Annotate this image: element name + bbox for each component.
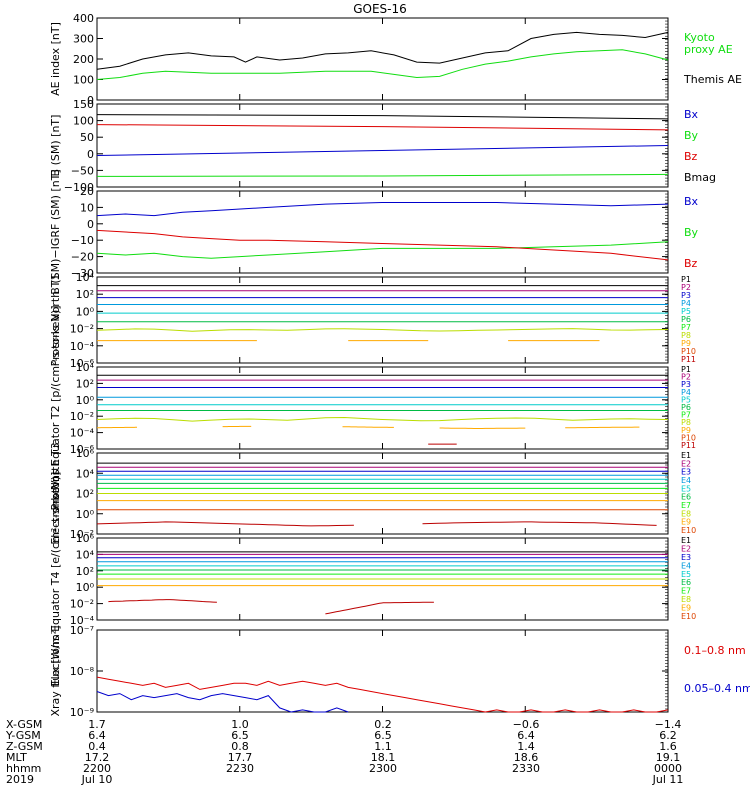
x-value: Jul 10 (81, 773, 113, 786)
y-tick-label: 20 (80, 185, 94, 198)
y-tick-label: 10² (76, 488, 94, 501)
y-tick-label: 10⁻⁴ (70, 427, 95, 440)
legend-themis-ae: Themis AE (683, 73, 742, 86)
y-tick-label: 10⁻² (70, 598, 94, 611)
legend-0-1-0-8-nm: 0.1–0.8 nm (684, 644, 746, 657)
series-bz (97, 125, 668, 130)
y-tick-label: −10 (71, 234, 94, 247)
series-e11 (423, 522, 657, 526)
y-axis-label: B (SM) [nT] (49, 115, 62, 177)
y-tick-label: −20 (71, 251, 94, 264)
y-tick-label: 10⁻² (70, 323, 94, 336)
legend-p11: P11 (681, 355, 696, 364)
series-e11 (97, 522, 354, 526)
y-tick-label: 10⁴ (76, 271, 95, 284)
panel-frame (97, 191, 668, 273)
series-p8 (343, 427, 394, 428)
series-p8 (440, 428, 526, 429)
series-kyoto-proxy-ae (97, 50, 668, 80)
legend-p11: P11 (681, 441, 696, 450)
row-label-2019: 2019 (6, 773, 34, 786)
y-tick-label: 10⁶ (76, 447, 95, 460)
legend-by: By (684, 226, 699, 239)
x-value: 2300 (369, 762, 397, 775)
x-value: 2230 (226, 762, 254, 775)
y-tick-label: 300 (73, 33, 94, 46)
panel-frame (97, 18, 668, 100)
y-tick-label: 0 (87, 218, 94, 231)
series-e10 (325, 602, 434, 614)
legend-proxy-ae: proxy AE (684, 43, 733, 56)
legend-e10: E10 (681, 612, 696, 621)
series-p7 (97, 418, 668, 422)
series-e10 (108, 600, 216, 603)
legend-bz: Bz (684, 150, 698, 163)
y-tick-label: 10 (80, 201, 94, 214)
series-bx (97, 146, 668, 156)
y-tick-label: 10⁰ (76, 394, 95, 407)
y-axis-label: Xray flux [W/m²] (49, 625, 62, 716)
legend-bz: Bz (684, 257, 698, 270)
series-p7 (97, 329, 668, 332)
legend-bx: Bx (684, 108, 699, 121)
y-tick-label: 10² (76, 377, 94, 390)
y-tick-label: 10⁻² (70, 410, 94, 423)
y-tick-label: 0 (87, 148, 94, 161)
panel-frame (97, 277, 668, 363)
series-by (97, 174, 668, 176)
y-tick-label: 10⁰ (76, 581, 95, 594)
series-themis-ae (97, 32, 668, 69)
y-tick-label: 10⁶ (76, 532, 95, 545)
series-bz (97, 230, 668, 260)
y-tick-label: 10⁻⁷ (70, 624, 94, 637)
y-tick-label: 10⁴ (76, 361, 95, 374)
panel-frame (97, 367, 668, 449)
x-value: Jul 11 (652, 773, 684, 786)
y-tick-label: −50 (71, 164, 94, 177)
y-tick-label: 10² (76, 565, 94, 578)
legend-bmag: Bmag (684, 171, 716, 184)
legend-bx: Bx (684, 195, 699, 208)
series-bx (97, 203, 668, 216)
y-tick-label: 400 (73, 12, 94, 25)
series-bmag (97, 115, 668, 119)
y-tick-label: 10² (76, 288, 94, 301)
y-tick-label: 150 (73, 98, 94, 111)
y-tick-label: 10⁴ (76, 467, 95, 480)
series-p8 (565, 427, 639, 428)
y-tick-label: 200 (73, 53, 94, 66)
series-by (97, 242, 668, 258)
plot-title: GOES-16 (353, 2, 407, 16)
y-tick-label: 10⁰ (76, 305, 95, 318)
y-tick-label: 10⁴ (76, 548, 95, 561)
y-tick-label: 10⁻⁴ (70, 340, 95, 353)
legend-e10: E10 (681, 526, 696, 535)
y-tick-label: 50 (80, 131, 94, 144)
x-value: 2330 (512, 762, 540, 775)
y-tick-label: 100 (73, 74, 94, 87)
legend-by: By (684, 129, 699, 142)
y-tick-label: 100 (73, 115, 94, 128)
y-axis-label: AE index [nT] (49, 22, 62, 96)
y-tick-label: 10⁻⁸ (70, 665, 95, 678)
panel-frame (97, 630, 668, 712)
legend-0-05-0-4-nm: 0.05–0.4 nm (684, 682, 750, 695)
y-tick-label: 10⁰ (76, 508, 95, 521)
series-0-05-0-4-nm (97, 692, 348, 713)
